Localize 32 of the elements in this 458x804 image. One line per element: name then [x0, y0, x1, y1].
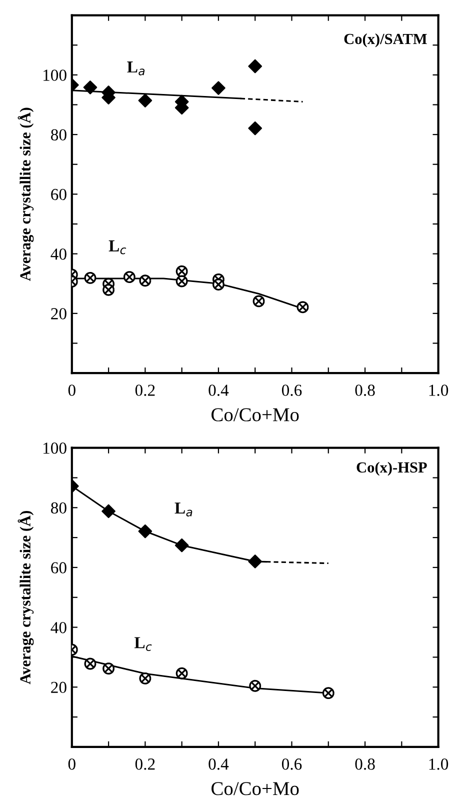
y-tick-label: 40 [50, 248, 66, 260]
text: 1.0 [429, 384, 448, 396]
x-tick-label: 0.4 [208, 384, 229, 396]
y-tick-label: 80 [51, 502, 66, 514]
y-tick-label: 40 [50, 622, 66, 634]
x-tick-label: 0.8 [355, 758, 375, 770]
y-tick-label: 60 [51, 562, 66, 574]
y-tick-label: 20 [51, 308, 66, 320]
x-tick-label: 0.2 [135, 758, 155, 770]
y-tick-label: 80 [51, 129, 66, 140]
y-axis-title: Average crystallite size (Å) [18, 108, 34, 282]
y-tick-label: 100 [44, 442, 66, 454]
x-axis-title: Co/Co+Mo [212, 782, 299, 796]
x-axis-title: Co/Co+Mo [212, 408, 299, 422]
x-tick-label: 0 [68, 758, 76, 770]
annotation: L$_{c}$ [134, 637, 152, 652]
y-tick-label: 20 [51, 682, 66, 694]
x-tick-label: 0.4 [208, 758, 229, 770]
text: Co(x)-HSP [356, 462, 427, 476]
text: Co(x)/SATM [344, 33, 427, 48]
y-tick-label: 100 [44, 70, 66, 81]
y-tick-label: 60 [51, 188, 66, 200]
annotation: L$_{a}$ [174, 502, 192, 516]
annotation: L$_{c}$ [108, 240, 126, 254]
y-axis-title: Average crystallite size (Å) [18, 511, 34, 684]
text: 1.0 [429, 758, 448, 770]
x-tick-label: 0.6 [282, 758, 302, 770]
x-tick-label: 0.2 [135, 384, 155, 396]
x-tick-label: 0.6 [282, 384, 302, 396]
x-tick-label: 0.8 [355, 384, 375, 396]
annotation: L$_{a}$ [127, 62, 145, 76]
x-tick-label: 0 [68, 384, 76, 396]
